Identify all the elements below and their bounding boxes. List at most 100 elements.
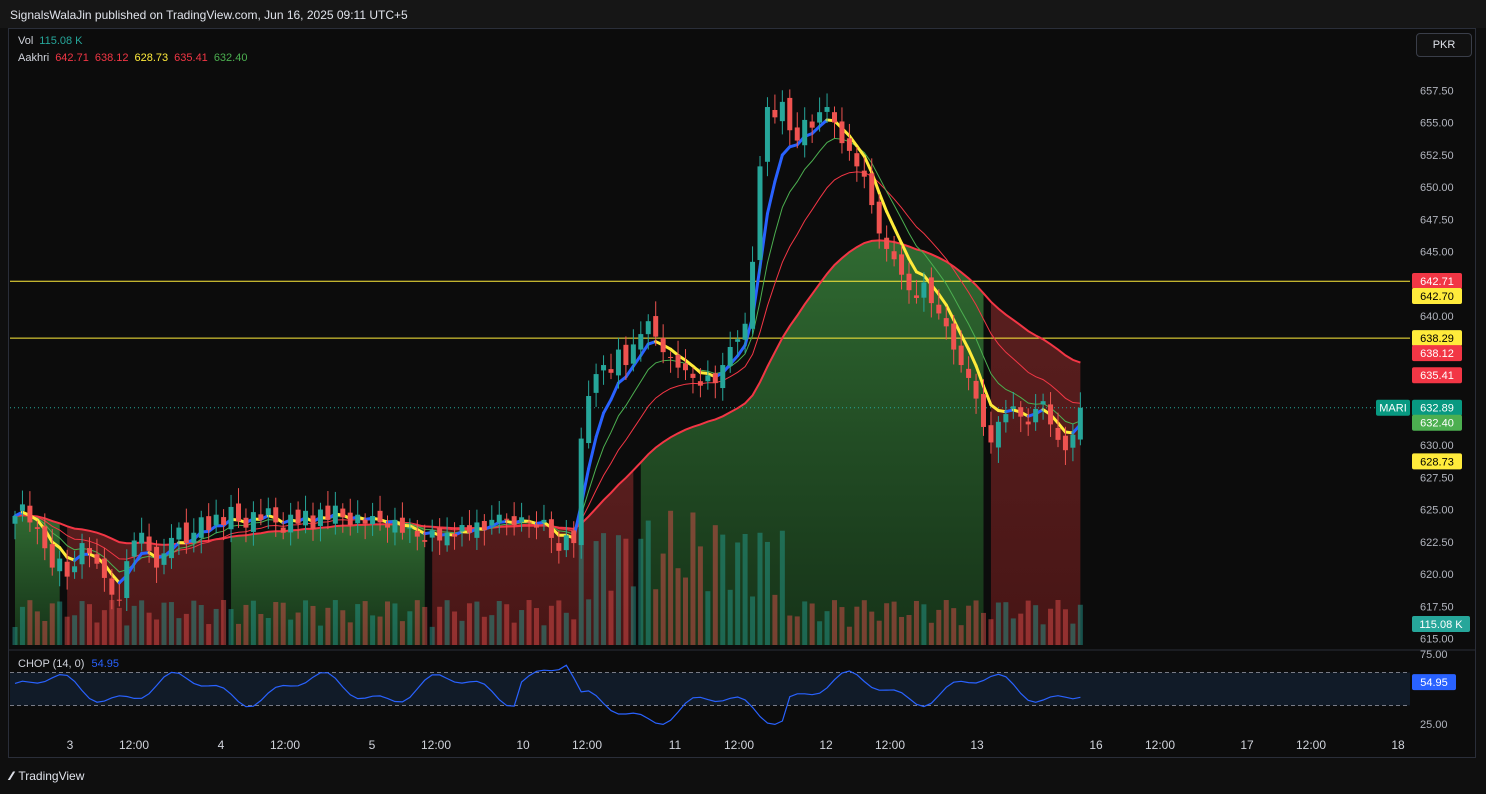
volume-bar <box>906 615 912 645</box>
volume-bar <box>124 625 130 645</box>
volume-bar <box>586 599 592 645</box>
volume-bar <box>116 607 122 645</box>
time-tick-label: 12:00 <box>270 738 300 752</box>
volume-bar <box>519 610 525 645</box>
candle-body <box>34 527 40 529</box>
volume-bar <box>735 542 741 645</box>
candle-body <box>697 381 703 386</box>
price-tag-label: 632.89 <box>1420 403 1454 415</box>
volume-bar <box>727 589 733 645</box>
volume-bar <box>1033 605 1039 645</box>
candle-body <box>332 505 338 524</box>
trend-zone-1 <box>67 526 224 645</box>
volume-bar <box>385 601 390 645</box>
candle-body <box>340 508 346 518</box>
candle-body <box>183 522 189 544</box>
trend-ma-segment <box>982 384 993 407</box>
trend-ma-segment <box>765 180 777 216</box>
volume-bar <box>303 600 309 645</box>
candle-body <box>198 517 204 538</box>
volume-bar <box>221 600 227 645</box>
candle-body <box>72 566 78 573</box>
candle-body <box>131 540 137 557</box>
candle-body <box>459 525 465 532</box>
volume-bar <box>802 601 808 645</box>
volume-bar <box>1003 602 1009 645</box>
currency-button[interactable]: PKR <box>1416 33 1472 57</box>
trend-ma-segment <box>594 411 606 439</box>
volume-bar <box>869 611 875 645</box>
symbol-tag <box>1376 399 1410 416</box>
candle-body <box>660 337 666 353</box>
trend-ma-segment <box>810 124 822 136</box>
candle-body <box>981 394 986 427</box>
volume-bar <box>109 600 115 645</box>
volume-bar <box>273 602 279 645</box>
price-tick-label: 615.00 <box>1420 634 1454 646</box>
candle-body <box>392 519 398 533</box>
trend-ma-segment <box>602 398 613 415</box>
volume-bar <box>548 605 554 645</box>
candle-body <box>571 530 577 544</box>
candle-body <box>124 561 130 598</box>
candle-body <box>1033 408 1039 423</box>
trend-ma-segment <box>132 552 144 566</box>
volume-value: 115.08 K <box>39 35 83 47</box>
volume-bar <box>899 616 905 645</box>
candle-body <box>94 554 100 564</box>
volume-bar <box>161 602 167 645</box>
volume-bar <box>608 590 614 645</box>
candle-body <box>176 527 182 540</box>
trend-ma-segment <box>818 118 829 128</box>
trend-ma-segment <box>877 191 889 214</box>
trend-zone-5 <box>990 301 1081 645</box>
candle-body <box>563 535 569 551</box>
trend-ma-segment <box>1056 421 1067 434</box>
time-tick-label: 11 <box>669 738 682 752</box>
time-tick-label: 17 <box>1240 738 1254 752</box>
time-tick-label: 12 <box>819 738 833 752</box>
volume-bar <box>1062 609 1068 645</box>
price-tick-label: 652.50 <box>1420 150 1454 162</box>
candle-body <box>250 512 256 532</box>
candle-body <box>988 425 994 443</box>
price-tag <box>1412 345 1462 362</box>
price-tag-label: 642.70 <box>1420 291 1454 303</box>
candle-body <box>951 323 957 350</box>
volume-bar <box>981 612 986 645</box>
candle-body <box>310 515 316 529</box>
candle-body <box>1048 404 1054 425</box>
volume-bar <box>1040 624 1046 645</box>
candle-body <box>437 527 443 541</box>
volume-bar <box>623 538 629 645</box>
time-tick-label: 3 <box>67 738 74 752</box>
time-tick-label: 16 <box>1089 738 1103 752</box>
candle-body <box>973 380 979 399</box>
candle-body <box>1003 414 1009 423</box>
candle-body <box>452 533 458 537</box>
candle-body <box>489 519 495 526</box>
candle-body <box>526 521 532 523</box>
time-tick-label: 12:00 <box>875 738 905 752</box>
volume-bar <box>787 615 793 645</box>
volume-bar <box>191 600 197 645</box>
volume-bar <box>94 622 100 645</box>
candle-body <box>727 346 733 366</box>
volume-bar <box>1077 604 1083 645</box>
candle-body <box>578 438 584 546</box>
price-tag <box>1412 330 1462 347</box>
candle-body <box>683 363 688 371</box>
volume-bar <box>362 601 368 645</box>
volume-bar <box>496 601 502 645</box>
volume-bar <box>876 620 882 645</box>
trend-ma-segment <box>900 241 911 261</box>
candle-body <box>355 514 361 524</box>
candle-body <box>481 520 487 531</box>
candle-body <box>772 109 778 118</box>
candle-body <box>966 368 972 378</box>
price-tag-label: 638.12 <box>1420 348 1454 360</box>
volume-bar <box>832 600 837 645</box>
trend-ma-segment <box>691 364 702 375</box>
volume-bar <box>27 600 33 645</box>
